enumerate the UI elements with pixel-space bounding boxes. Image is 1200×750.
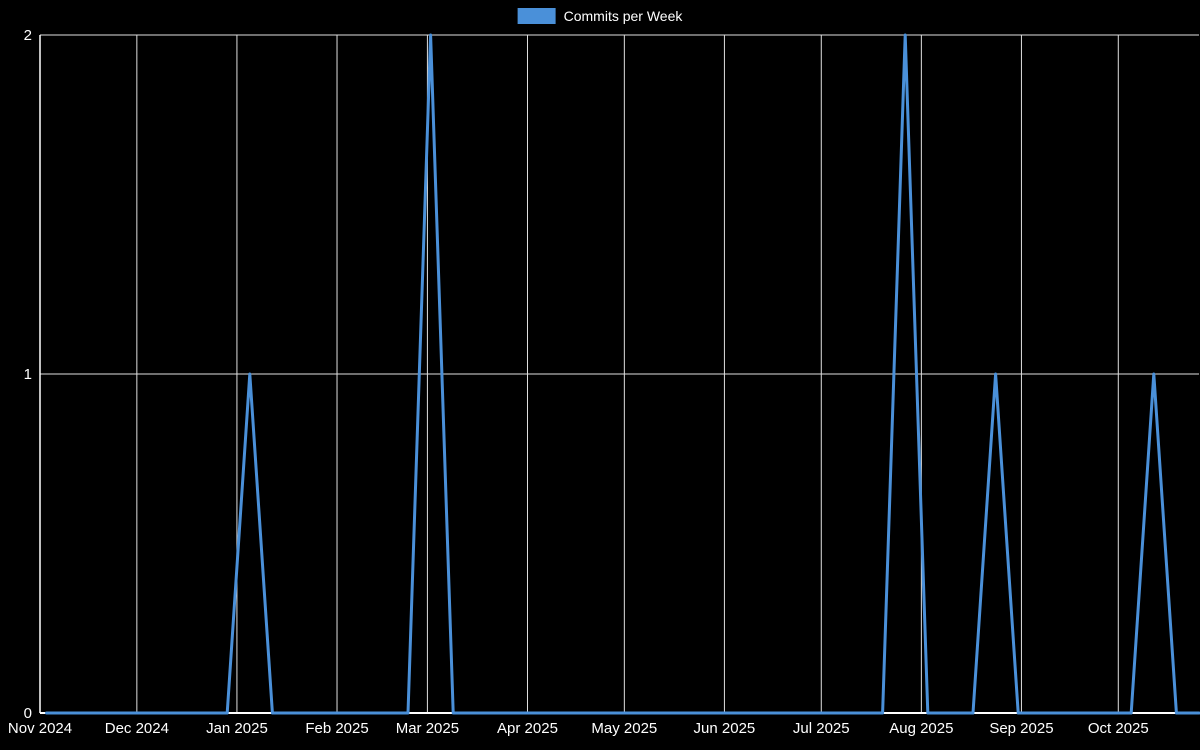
y-tick-label: 0 bbox=[24, 705, 32, 722]
chart-legend[interactable]: Commits per Week bbox=[517, 8, 683, 24]
x-tick-label: Apr 2025 bbox=[497, 720, 558, 737]
y-tick-label: 2 bbox=[24, 27, 32, 44]
x-tick-label: May 2025 bbox=[591, 720, 657, 737]
x-tick-label: Mar 2025 bbox=[396, 720, 459, 737]
commits-line-series bbox=[45, 33, 1200, 715]
x-tick-label: Jun 2025 bbox=[694, 720, 756, 737]
legend-swatch-icon bbox=[517, 8, 556, 24]
x-tick-label: Aug 2025 bbox=[889, 720, 953, 737]
x-tick-label: Oct 2025 bbox=[1088, 720, 1149, 737]
x-tick-label: Jul 2025 bbox=[793, 720, 850, 737]
legend-label: Commits per Week bbox=[563, 8, 683, 24]
y-tick-label: 1 bbox=[24, 366, 32, 383]
x-tick-label: Sep 2025 bbox=[989, 720, 1053, 737]
x-tick-label: Feb 2025 bbox=[305, 720, 368, 737]
x-tick-label: Nov 2024 bbox=[8, 720, 72, 737]
x-tick-label: Dec 2024 bbox=[105, 720, 169, 737]
x-tick-label: Jan 2025 bbox=[206, 720, 268, 737]
